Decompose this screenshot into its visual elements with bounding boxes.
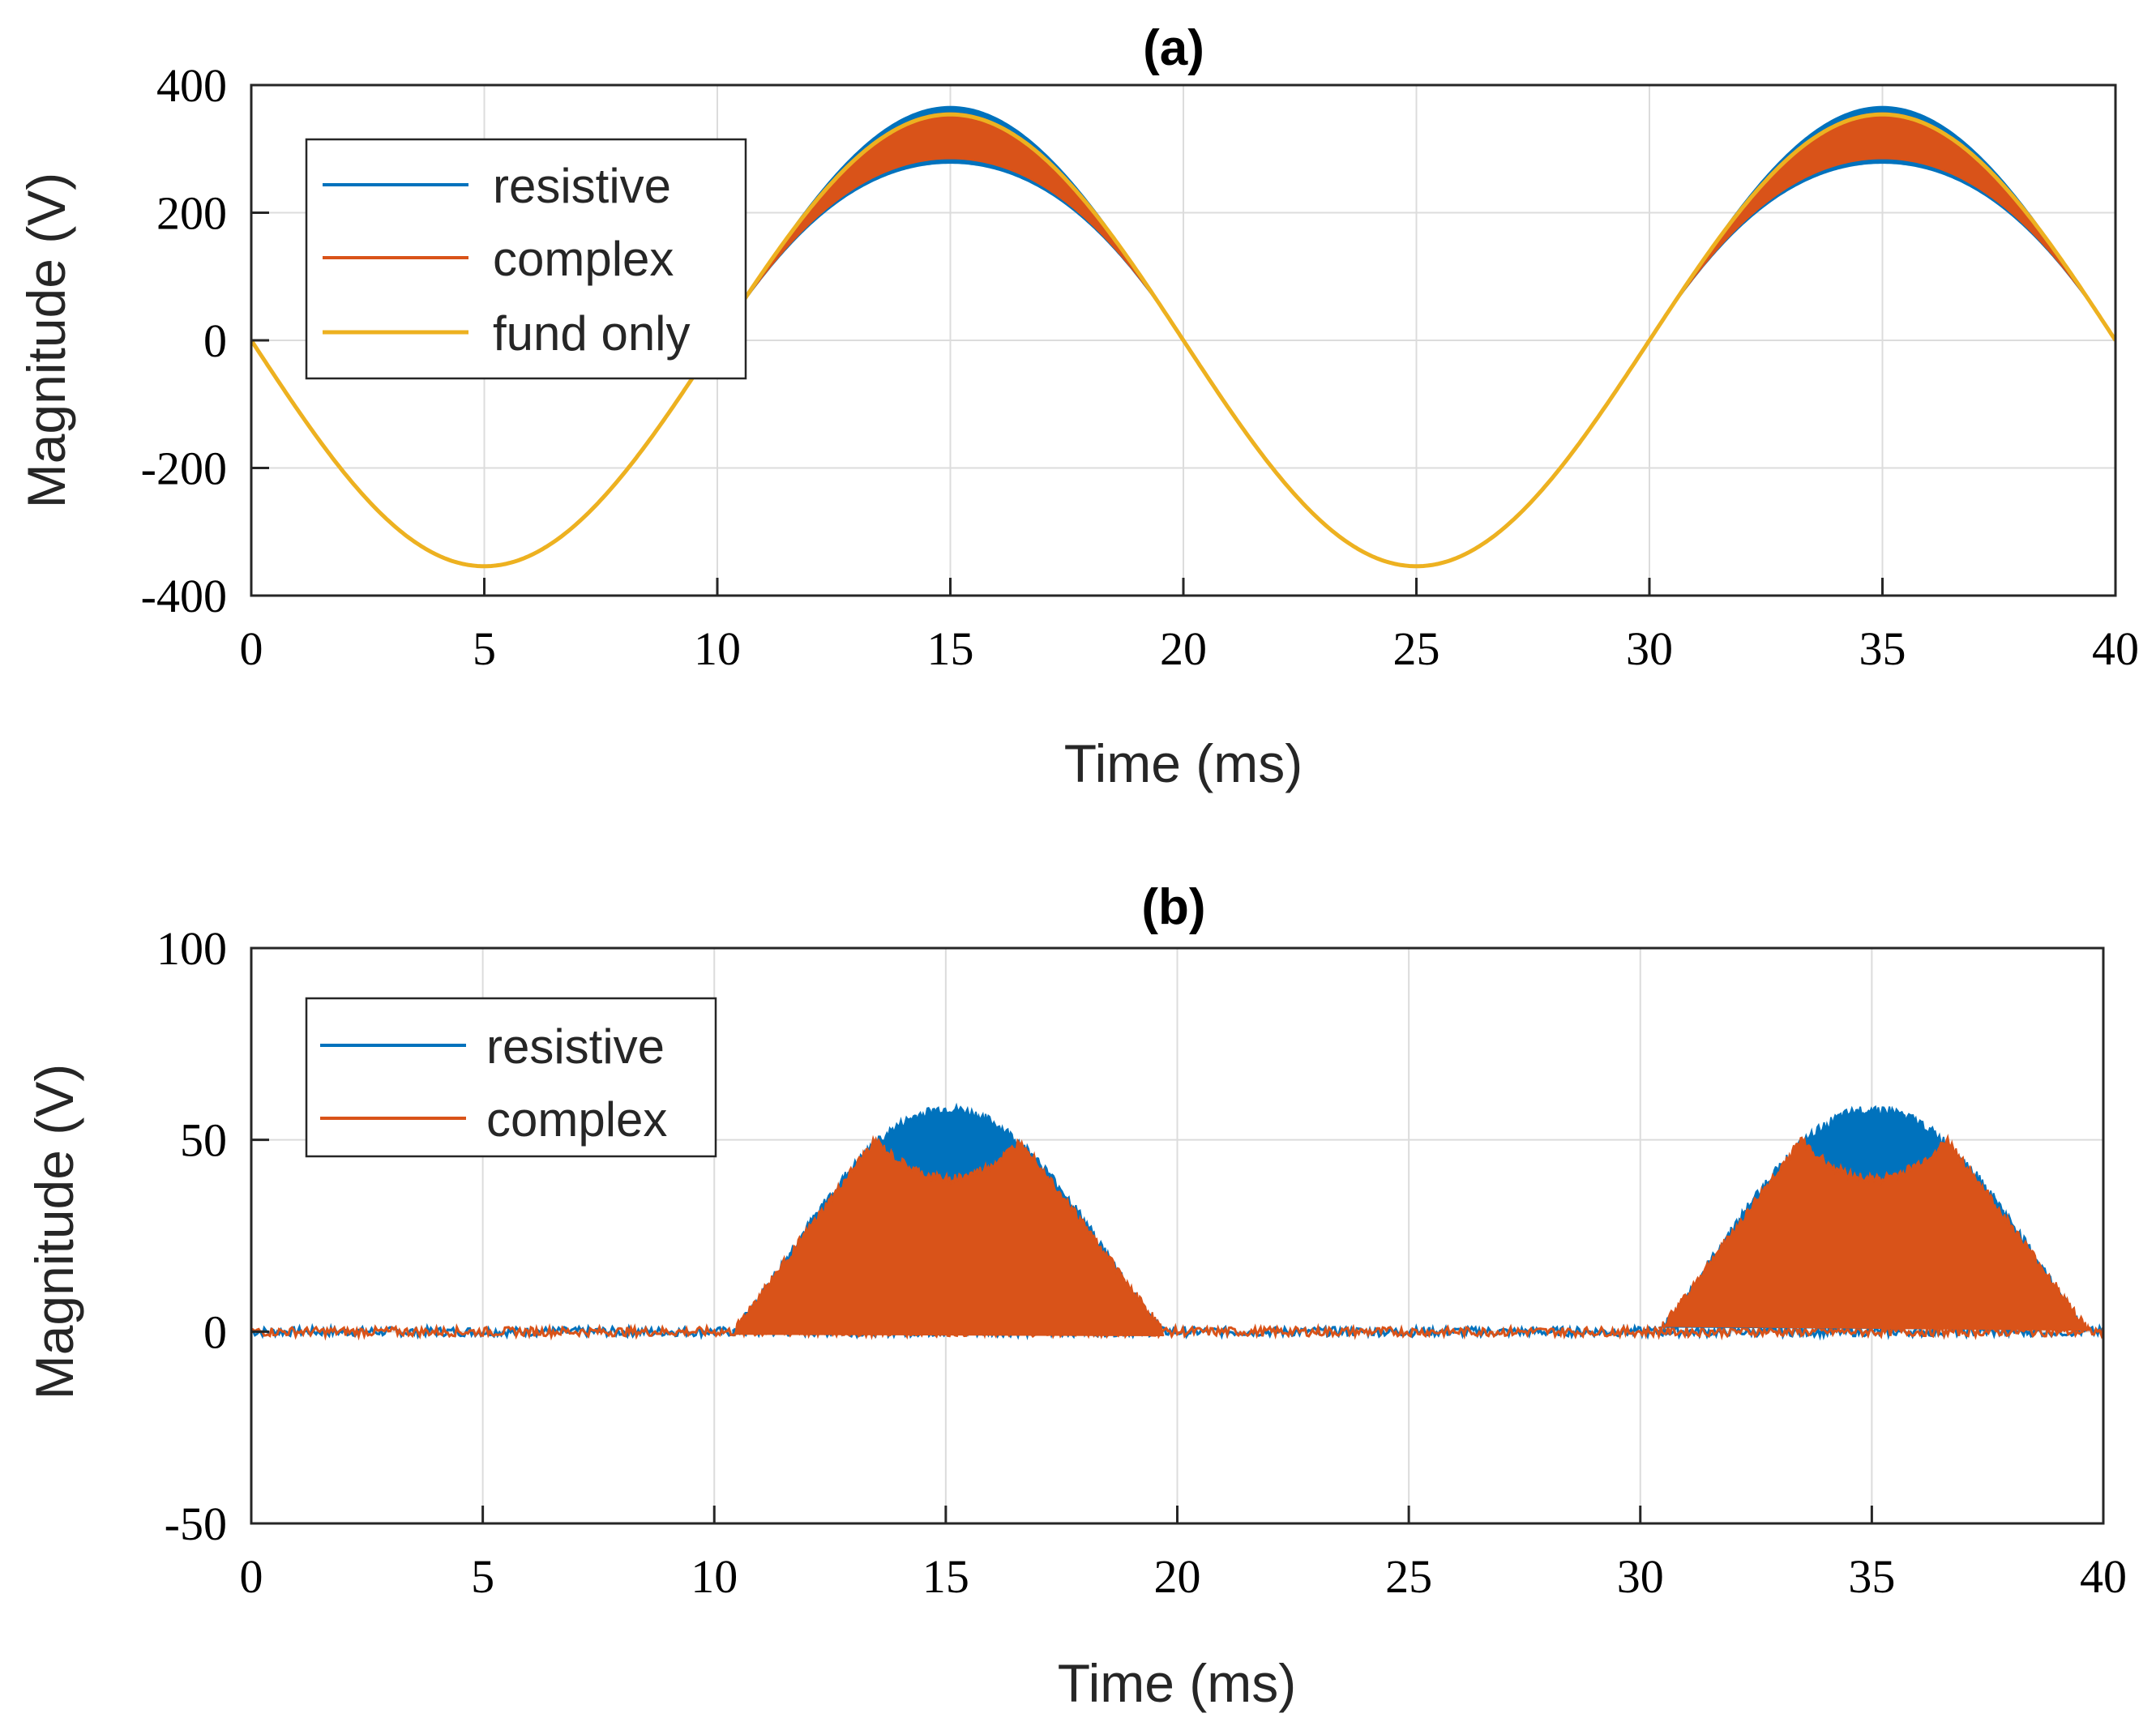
legend-label-fund-a: fund only bbox=[493, 306, 691, 361]
legend-box-b bbox=[305, 997, 717, 1158]
legend-label-resistive-a: resistive bbox=[493, 159, 671, 213]
x-tick-label-10-a: 10 bbox=[694, 622, 741, 675]
x-tick-label-40-b: 40 bbox=[2080, 1550, 2127, 1603]
x-axis-label-a: Time (ms) bbox=[1064, 733, 1303, 793]
x-tick-label-30-b: 30 bbox=[1617, 1550, 1664, 1603]
panel-a: (a) 0 5 10 15 20 25 30 35 40 -400 -200 0 200 400 Tim… bbox=[16, 20, 2139, 793]
x-tick-label-40-a: 40 bbox=[2092, 622, 2139, 675]
x-tick-label-30-a: 30 bbox=[1626, 622, 1673, 675]
chart-title-b: (b) bbox=[1141, 879, 1205, 935]
x-tick-label-0-a: 0 bbox=[240, 622, 263, 675]
x-tick-label-0-b: 0 bbox=[240, 1550, 263, 1603]
series-a bbox=[251, 105, 2115, 569]
y-tick-label--50-b: -50 bbox=[165, 1497, 227, 1550]
chart-title-a: (a) bbox=[1143, 20, 1204, 76]
legend-label-complex-a: complex bbox=[493, 232, 674, 286]
x-axis-label-b: Time (ms) bbox=[1058, 1653, 1297, 1713]
y-tick-label-200-a: 200 bbox=[156, 187, 227, 240]
legend-label-complex-b: complex bbox=[486, 1092, 667, 1147]
y-tick-label-0-a: 0 bbox=[203, 314, 227, 367]
x-ticks-b: 0 5 10 15 20 25 30 35 40 bbox=[240, 1506, 2127, 1603]
y-tick-label-50-b: 50 bbox=[180, 1114, 227, 1167]
x-tick-label-15-b: 15 bbox=[922, 1550, 969, 1603]
series-complex-burst-2-b bbox=[1658, 1133, 2090, 1334]
y-axis-label-a: Magnitude (V) bbox=[16, 173, 76, 509]
y-axis-label-b: Magnitude (V) bbox=[24, 1064, 84, 1400]
x-tick-label-35-b: 35 bbox=[1848, 1550, 1895, 1603]
y-tick-label-0-b: 0 bbox=[203, 1305, 227, 1358]
y-tick-label-100-b: 100 bbox=[156, 922, 227, 975]
legend-b: resistive complex bbox=[305, 997, 717, 1158]
series-fund-only-a bbox=[251, 112, 2115, 569]
y-ticks-a: -400 -200 0 200 400 bbox=[141, 59, 269, 622]
y-ticks-b: -50 0 50 100 bbox=[156, 922, 269, 1550]
x-tick-label-35-a: 35 bbox=[1859, 622, 1906, 675]
x-tick-label-10-b: 10 bbox=[691, 1550, 738, 1603]
x-tick-label-5-b: 5 bbox=[471, 1550, 494, 1603]
x-tick-label-25-b: 25 bbox=[1385, 1550, 1432, 1603]
x-tick-label-5-a: 5 bbox=[473, 622, 496, 675]
x-tick-label-15-a: 15 bbox=[927, 622, 974, 675]
y-tick-label-400-a: 400 bbox=[156, 59, 227, 112]
series-complex-burst-1-b bbox=[732, 1134, 1165, 1337]
x-tick-label-25-a: 25 bbox=[1393, 622, 1440, 675]
legend-label-resistive-b: resistive bbox=[486, 1019, 665, 1074]
y-tick-label--400-a: -400 bbox=[141, 570, 227, 622]
x-tick-label-20-b: 20 bbox=[1154, 1550, 1201, 1603]
legend-a: resistive complex fund only bbox=[305, 138, 747, 380]
x-tick-label-20-a: 20 bbox=[1160, 622, 1207, 675]
y-tick-label--200-a: -200 bbox=[141, 442, 227, 495]
x-ticks-a: 0 5 10 15 20 25 30 35 40 bbox=[240, 578, 2139, 675]
series-b bbox=[251, 1102, 2103, 1341]
